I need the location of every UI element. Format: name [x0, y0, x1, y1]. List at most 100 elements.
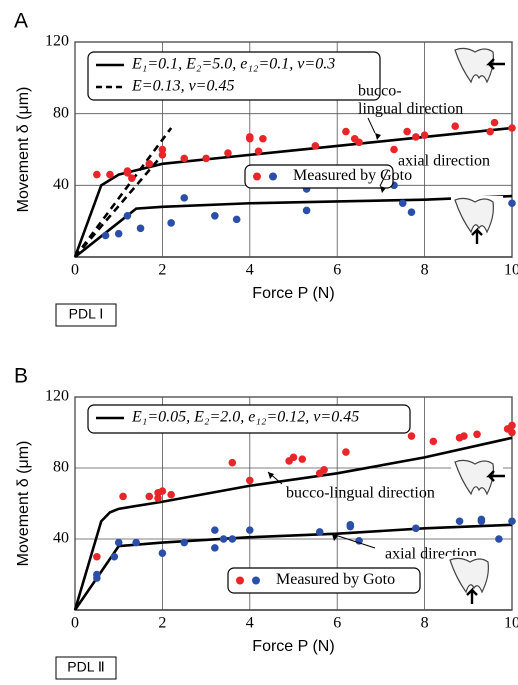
data-point — [490, 118, 499, 127]
y-tick-label: 80 — [53, 104, 69, 121]
data-point — [106, 170, 114, 179]
data-point — [407, 432, 416, 440]
x-tick-label: 10 — [504, 615, 518, 632]
model-line — [73, 127, 173, 258]
data-point — [123, 211, 132, 220]
panel-label: A — [14, 10, 28, 33]
data-point — [477, 515, 486, 524]
data-point — [228, 535, 237, 543]
model-line — [73, 126, 513, 258]
arrow-head — [375, 133, 381, 140]
legend-label: Measured by Goto — [293, 167, 412, 184]
data-point — [259, 134, 267, 143]
x-tick-label: 2 — [158, 262, 166, 279]
data-point — [219, 535, 228, 543]
x-tick-label: 0 — [71, 615, 79, 632]
data-point — [180, 538, 189, 547]
data-point — [114, 229, 123, 238]
data-point — [412, 524, 420, 533]
legend-frame — [227, 567, 421, 594]
annotation: lingual direction — [358, 101, 463, 118]
data-point — [508, 517, 516, 526]
data-point — [346, 522, 355, 531]
data-point — [110, 552, 119, 561]
data-point — [154, 494, 162, 502]
data-point — [302, 206, 311, 215]
x-tick-label: 8 — [421, 262, 429, 279]
data-point — [93, 574, 101, 582]
annotation: axial direction — [398, 153, 490, 170]
x-tick-label: 2 — [158, 615, 166, 632]
annotation: bucco-lingual direction — [286, 485, 435, 502]
annotation-arrow — [331, 533, 376, 549]
legend-swatch — [253, 172, 261, 181]
x-tick-label: 10 — [504, 262, 518, 279]
panel-label: B — [14, 365, 28, 388]
data-point — [403, 127, 411, 136]
data-point — [128, 174, 136, 182]
y-tick-label: 120 — [45, 388, 69, 405]
arrow-head — [380, 186, 386, 193]
data-point — [246, 476, 254, 485]
data-point — [320, 465, 328, 474]
tooth-icon — [454, 459, 494, 496]
box-label: PDL Ⅱ — [67, 659, 105, 675]
y-tick-label: 120 — [45, 33, 69, 50]
data-point — [180, 194, 189, 202]
y-tick-label: 40 — [53, 530, 69, 547]
data-point — [407, 208, 416, 217]
y-tick-label: 80 — [53, 459, 69, 476]
data-point — [508, 199, 516, 208]
data-point — [202, 154, 210, 163]
model-line — [73, 436, 513, 611]
tooth-icon — [454, 197, 494, 234]
box-label-frame — [55, 656, 117, 680]
legend-swatch — [252, 576, 260, 585]
data-point — [451, 122, 459, 131]
x-axis-label: Force P (N) — [252, 638, 334, 655]
data-point — [246, 526, 254, 534]
data-point — [455, 517, 464, 526]
data-point — [123, 167, 132, 175]
model-line — [74, 154, 164, 258]
force-arrow — [486, 58, 505, 70]
data-point — [232, 215, 241, 224]
data-point — [224, 149, 232, 157]
legend-label: E=0.13, ν=0.45 — [131, 78, 234, 95]
data-point — [167, 219, 175, 227]
x-tick-label: 0 — [71, 262, 79, 279]
data-point — [342, 127, 350, 136]
data-point — [473, 430, 481, 439]
data-point — [460, 432, 468, 440]
annotation-arrow — [367, 117, 376, 134]
x-tick-label: 4 — [246, 262, 254, 279]
legend-swatch — [236, 576, 244, 585]
model-line — [74, 194, 513, 259]
data-point — [211, 211, 219, 220]
data-point — [136, 224, 145, 233]
legend-swatch — [269, 172, 277, 181]
data-point — [342, 448, 350, 456]
data-point — [298, 455, 307, 463]
data-point — [158, 145, 167, 154]
box-label-frame — [55, 303, 117, 327]
data-point — [119, 492, 127, 501]
data-point — [101, 231, 110, 240]
x-axis-label: Force P (N) — [252, 285, 334, 302]
y-axis-label: Movement δ (μm) — [15, 441, 32, 567]
data-point — [486, 127, 494, 136]
data-point — [145, 160, 154, 168]
data-point — [289, 453, 298, 462]
data-point — [167, 490, 175, 499]
data-point — [211, 526, 219, 534]
data-point — [114, 538, 123, 547]
data-point — [158, 549, 167, 557]
x-tick-label: 4 — [246, 615, 254, 632]
legend-label: E₁=0.05, E₂=2.0, e₁₂=0.12, ν=0.45 — [131, 409, 359, 426]
x-tick-label: 6 — [333, 262, 341, 279]
tooth-icon — [454, 47, 494, 84]
force-arrow — [471, 227, 483, 244]
y-axis-label: Movement δ (μm) — [15, 87, 32, 213]
data-point — [508, 428, 516, 437]
annotation: bucco- — [358, 83, 402, 100]
